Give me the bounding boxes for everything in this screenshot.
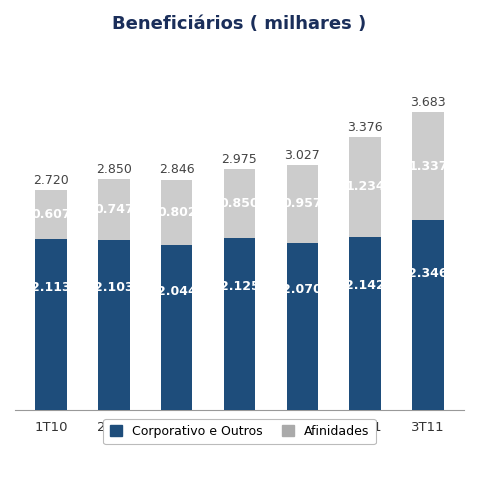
Text: 2.346: 2.346: [408, 267, 448, 280]
Bar: [286, 165, 318, 243]
Text: 2.850: 2.850: [96, 163, 132, 176]
Text: 0.802: 0.802: [157, 206, 196, 219]
Text: 3.027: 3.027: [285, 149, 320, 162]
Bar: [412, 220, 444, 410]
Bar: [35, 239, 67, 410]
Bar: [161, 180, 193, 245]
Text: 0.957: 0.957: [283, 197, 322, 210]
Text: 2.975: 2.975: [222, 153, 257, 166]
Text: 2.846: 2.846: [159, 164, 194, 176]
Title: Beneficiários ( milhares ): Beneficiários ( milhares ): [113, 15, 366, 33]
Text: 0.747: 0.747: [94, 203, 134, 216]
Text: 2.142: 2.142: [345, 279, 385, 292]
Bar: [98, 240, 130, 410]
Text: 1.337: 1.337: [408, 160, 448, 172]
Text: 2.720: 2.720: [33, 173, 69, 187]
Text: 3.683: 3.683: [410, 96, 445, 109]
Text: 2.103: 2.103: [94, 281, 134, 294]
Text: 3.376: 3.376: [347, 121, 383, 133]
Bar: [224, 238, 255, 410]
Text: 2.070: 2.070: [283, 283, 322, 296]
Bar: [35, 190, 67, 239]
Text: 2.044: 2.044: [157, 285, 196, 297]
Text: 1.234: 1.234: [345, 180, 385, 193]
Bar: [98, 179, 130, 240]
Text: 0.850: 0.850: [220, 197, 259, 210]
Text: 2.125: 2.125: [220, 280, 259, 293]
Text: 2.113: 2.113: [31, 281, 71, 294]
Bar: [286, 243, 318, 410]
Bar: [349, 137, 381, 237]
Legend: Corporativo e Outros, Afinidades: Corporativo e Outros, Afinidades: [103, 419, 376, 444]
Bar: [224, 169, 255, 238]
Text: 0.607: 0.607: [31, 208, 71, 221]
Bar: [412, 112, 444, 220]
Bar: [349, 237, 381, 410]
Bar: [161, 245, 193, 410]
